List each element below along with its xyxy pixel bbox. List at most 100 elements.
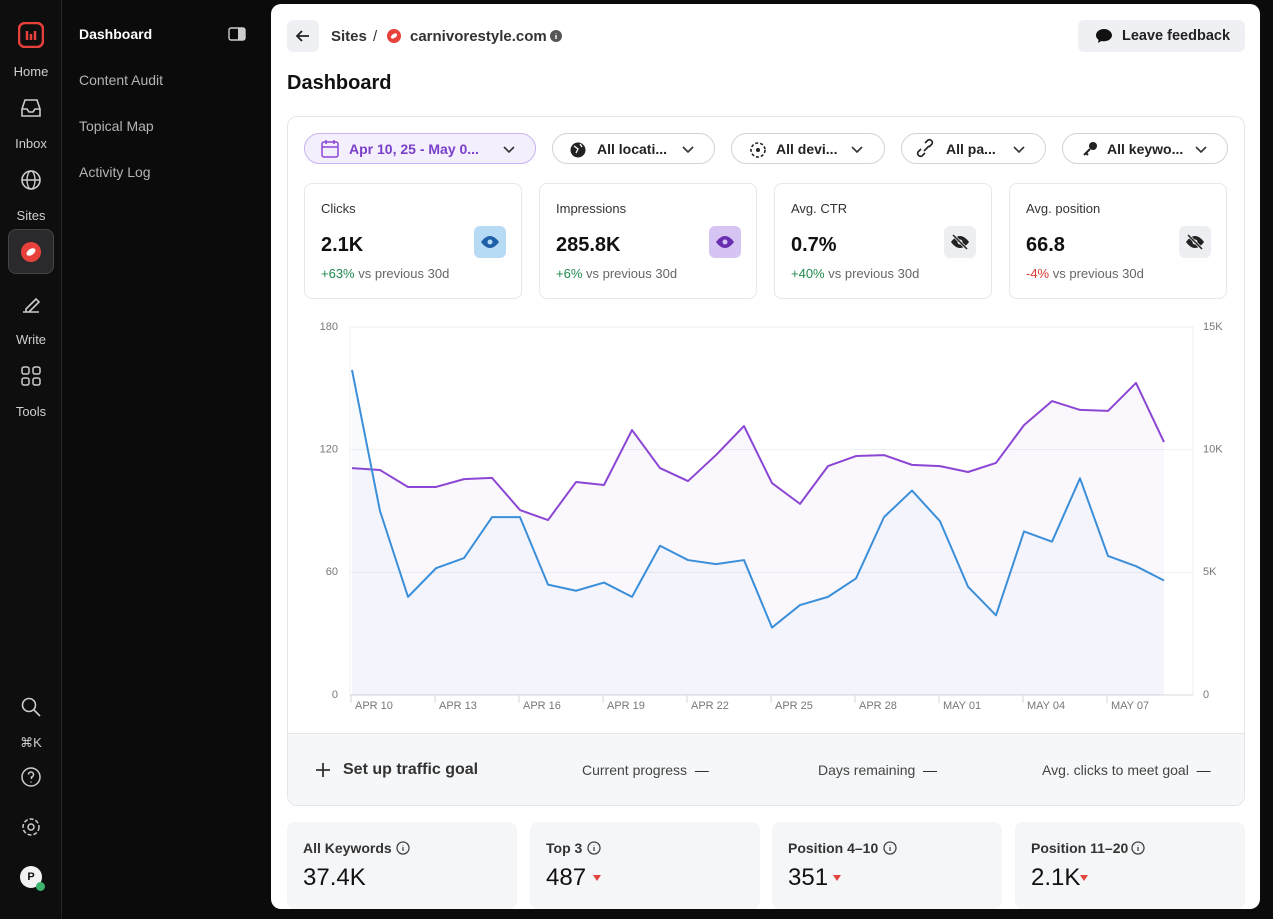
goal-stat-label: Current progress (582, 762, 688, 778)
keyword-value: 2.1K (1031, 864, 1081, 891)
filter-label: Apr 10, 25 - May 0... (349, 140, 479, 157)
x-tick-label: APR 19 (607, 700, 645, 712)
x-tick-label: APR 10 (355, 700, 393, 712)
x-tick-label: APR 22 (691, 700, 729, 712)
goal-stat-value: — (1196, 762, 1211, 778)
series-line (351, 369, 1165, 629)
keyword-card[interactable]: Position 11–20 2.1K (1015, 822, 1245, 909)
metric-change-line: +6% vs previous 30d (556, 266, 677, 281)
feedback-label: Leave feedback (1122, 28, 1231, 44)
metric-card[interactable]: Impressions 285.8K +6% vs previous 30d (539, 183, 757, 299)
sidebar-item[interactable]: Dashboard (79, 26, 153, 42)
y-tick-label: 60 (326, 566, 338, 578)
info-icon[interactable] (883, 841, 897, 855)
goal-stat: Current progress — (582, 762, 709, 778)
status-dot (36, 882, 45, 891)
goal-action[interactable]: Set up traffic goal (343, 761, 479, 778)
filter-label: All pa... (946, 140, 996, 157)
metric-value: 285.8K (556, 234, 621, 256)
metric-card[interactable]: Avg. position 66.8 -4% vs previous 30d (1009, 183, 1227, 299)
collapse-icon[interactable] (228, 27, 246, 41)
tools-icon[interactable] (21, 366, 41, 386)
x-tick-label: MAY 07 (1111, 700, 1149, 712)
info-icon[interactable] (587, 841, 601, 855)
info-icon[interactable] (396, 841, 410, 855)
breadcrumb-root[interactable]: Sites (331, 28, 367, 45)
page-filter[interactable]: All pa... (901, 133, 1046, 164)
device-filter[interactable]: All devi... (731, 133, 885, 164)
location-filter[interactable]: All locati... (552, 133, 715, 164)
filter-label: All locati... (597, 140, 668, 157)
sidebar-item[interactable]: Topical Map (79, 118, 154, 134)
keyword-card[interactable]: Top 3 487 (530, 822, 760, 909)
keyword-value: 351 (788, 864, 829, 891)
feedback-button[interactable]: Leave feedback (1078, 20, 1245, 52)
metric-label: Avg. CTR (791, 201, 848, 216)
metric-card[interactable]: Avg. CTR 0.7% +40% vs previous 30d (774, 183, 992, 299)
keyword-label: Position 11–20 (1031, 840, 1129, 856)
info-icon[interactable] (550, 30, 562, 42)
logo[interactable] (18, 22, 44, 48)
y2-tick-label: 0 (1203, 689, 1209, 701)
inbox-icon[interactable] (20, 97, 42, 119)
nav-rail (0, 0, 62, 919)
x-tick-label: MAY 01 (943, 700, 981, 712)
down-arrow (1080, 875, 1088, 881)
sidebar-item[interactable]: Content Audit (79, 72, 164, 88)
y-tick-label: 180 (320, 321, 338, 333)
nav-sites[interactable]: Sites (16, 208, 46, 223)
sidebar-item[interactable]: Activity Log (79, 164, 151, 180)
filter-label: All keywo... (1107, 140, 1184, 157)
metric-value: 0.7% (791, 234, 837, 256)
toggle-visible[interactable] (474, 226, 506, 258)
toggle-hidden[interactable] (944, 226, 976, 258)
metric-label: Clicks (321, 201, 356, 216)
sites-icon[interactable] (20, 169, 42, 191)
keyword-filter[interactable]: All keywo... (1062, 133, 1228, 164)
keyword-label: Position 4–10 (788, 840, 879, 856)
keyword-card[interactable]: All Keywords 37.4K (287, 822, 517, 909)
metric-change-line: +63% vs previous 30d (321, 266, 449, 281)
keyword-label: All Keywords (303, 840, 392, 856)
goal-stat-value: — (923, 762, 938, 778)
metric-change-line: +40% vs previous 30d (791, 266, 919, 281)
y2-tick-label: 5K (1203, 566, 1217, 578)
settings-icon[interactable] (21, 817, 41, 837)
down-arrow (593, 875, 601, 881)
x-tick-label: APR 25 (775, 700, 813, 712)
site-button[interactable] (8, 229, 54, 274)
goal-stat-label: Avg. clicks to meet goal (1042, 762, 1189, 778)
nav-tools[interactable]: Tools (15, 404, 47, 419)
goal-stat: Avg. clicks to meet goal — (1042, 762, 1211, 778)
info-icon[interactable] (1131, 841, 1145, 855)
y-tick-label: 0 (332, 689, 338, 701)
metric-value: 66.8 (1026, 234, 1065, 256)
back-button[interactable] (287, 20, 319, 52)
nav-inbox[interactable]: Inbox (15, 136, 47, 151)
help-icon[interactable] (21, 767, 41, 787)
goal-stat-value: — (694, 762, 709, 778)
date-filter[interactable]: Apr 10, 25 - May 0... (304, 133, 536, 164)
metric-change: -4% (1026, 266, 1050, 281)
breadcrumb-separator: / (373, 28, 378, 45)
down-arrow (833, 875, 841, 881)
nav-write[interactable]: Write (15, 332, 47, 347)
keyword-card[interactable]: Position 4–10 351 (772, 822, 1002, 909)
toggle-visible[interactable] (709, 226, 741, 258)
write-icon[interactable] (20, 293, 42, 315)
plus-icon[interactable] (315, 762, 331, 778)
metric-change: +63% (321, 266, 355, 281)
x-tick-label: APR 16 (523, 700, 561, 712)
chart: 0 60 120 180 0 5K 10K 15K APR 10 APR 13 APR 16 APR … (320, 321, 1224, 712)
y-tick-label: 120 (320, 444, 338, 456)
keyword-label: Top 3 (546, 840, 583, 856)
dashboard-card (287, 116, 1245, 806)
search-icon[interactable] (21, 697, 41, 717)
series-line (351, 381, 1165, 522)
toggle-hidden[interactable] (1179, 226, 1211, 258)
nav-home[interactable]: Home (13, 64, 49, 79)
site-icon (387, 29, 401, 43)
x-tick-label: APR 28 (859, 700, 897, 712)
metric-card[interactable]: Clicks 2.1K +63% vs previous 30d (304, 183, 522, 299)
